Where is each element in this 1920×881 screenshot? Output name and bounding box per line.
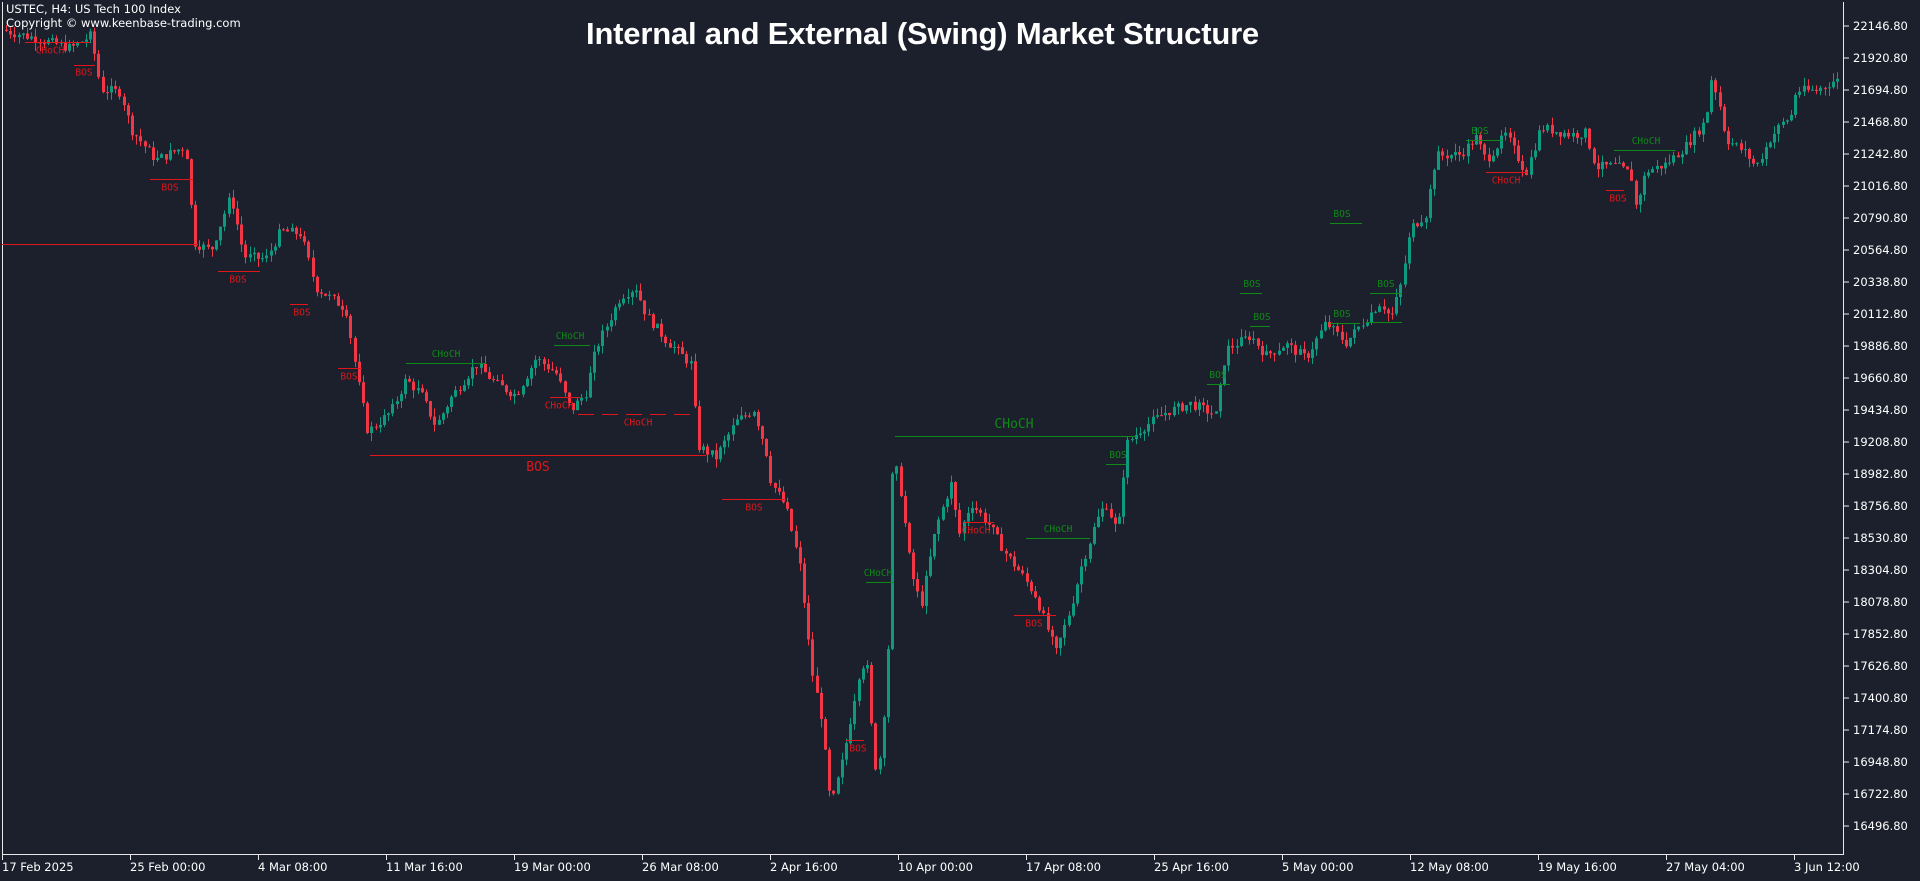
- bos-label: BOS: [161, 183, 178, 194]
- bos-label: BOS: [745, 503, 762, 514]
- price-tick-label: 17400.80: [1853, 691, 1908, 705]
- chart-title: Internal and External (Swing) Market Str…: [586, 16, 1259, 51]
- price-tick-label: 17852.80: [1853, 627, 1908, 641]
- time-tick-label: 27 May 04:00: [1666, 860, 1745, 874]
- bos-label: BOS: [75, 68, 92, 79]
- bos-label: BOS: [1333, 209, 1350, 220]
- plot-area[interactable]: [2, 2, 1844, 855]
- choch-label: CHoCH: [432, 349, 461, 360]
- bos-label: BOS: [229, 275, 246, 286]
- choch-label: CHoCH: [545, 401, 574, 412]
- price-tick-label: 21016.80: [1853, 179, 1908, 193]
- choch-label: CHoCH: [962, 526, 991, 537]
- time-tick-label: 3 Jun 12:00: [1794, 860, 1860, 874]
- time-tick-label: 26 Mar 08:00: [642, 860, 719, 874]
- time-tick-label: 25 Feb 00:00: [130, 860, 206, 874]
- price-tick-label: 19208.80: [1853, 435, 1908, 449]
- time-tick-label: 17 Feb 2025: [2, 860, 74, 874]
- price-tick-label: 18078.80: [1853, 595, 1908, 609]
- bos-label: BOS: [1209, 370, 1226, 381]
- price-tick-label: 16722.80: [1853, 787, 1908, 801]
- bos-label: BOS: [1109, 450, 1126, 461]
- choch-label: CHoCH: [624, 418, 653, 429]
- bos-label: BOS: [1471, 126, 1488, 137]
- choch-label: CHoCH: [36, 46, 65, 57]
- time-tick-label: 19 May 16:00: [1538, 860, 1617, 874]
- time-tick-label: 2 Apr 16:00: [770, 860, 838, 874]
- bos-label: BOS: [1377, 279, 1394, 290]
- price-tick-label: 20564.80: [1853, 243, 1908, 257]
- price-tick-label: 20790.80: [1853, 211, 1908, 225]
- bos-label: BOS: [1253, 312, 1270, 323]
- price-tick-label: 17174.80: [1853, 723, 1908, 737]
- price-tick-label: 19660.80: [1853, 371, 1908, 385]
- price-tick-label: 18530.80: [1853, 531, 1908, 545]
- time-tick-label: 25 Apr 16:00: [1154, 860, 1229, 874]
- bos-label: BOS: [849, 744, 866, 755]
- time-tick-label: 11 Mar 16:00: [386, 860, 463, 874]
- time-tick-label: 5 May 00:00: [1282, 860, 1354, 874]
- time-tick-label: 17 Apr 08:00: [1026, 860, 1101, 874]
- symbol-info: USTEC, H4: US Tech 100 Index Copyright ©…: [6, 2, 241, 30]
- structure-annotations: CHoCH BOS BOS BOS BOS BOS CHoCH CHoCH CHoCH CHoCH…: [2, 42, 1676, 755]
- price-tick-label: 19434.80: [1853, 403, 1908, 417]
- symbol-line: USTEC, H4: US Tech 100 Index: [6, 2, 181, 16]
- price-tick-label: 16948.80: [1853, 755, 1908, 769]
- price-tick-label: 21242.80: [1853, 147, 1908, 161]
- price-tick-label: 20338.80: [1853, 275, 1908, 289]
- bos-label: BOS: [1333, 309, 1350, 320]
- time-tick-label: 19 Mar 00:00: [514, 860, 591, 874]
- choch-label: CHoCH: [864, 568, 893, 579]
- time-tick-label: 10 Apr 00:00: [898, 860, 973, 874]
- price-tick-label: 22146.80: [1853, 19, 1908, 33]
- bos-label: BOS: [340, 372, 357, 383]
- choch-label: CHoCH: [1632, 136, 1661, 147]
- copyright-text: Copyright © www.keenbase-trading.com: [6, 16, 241, 30]
- price-tick-label: 16496.80: [1853, 819, 1908, 833]
- price-tick-label: 21468.80: [1853, 115, 1908, 129]
- price-tick-label: 20112.80: [1853, 307, 1908, 321]
- price-tick-label: 21920.80: [1853, 51, 1908, 65]
- price-tick-label: 19886.80: [1853, 339, 1908, 353]
- time-tick-label: 4 Mar 08:00: [258, 860, 328, 874]
- choch-label: CHoCH: [556, 331, 585, 342]
- bos-label: BOS: [293, 308, 310, 319]
- price-tick-label: 18756.80: [1853, 499, 1908, 513]
- choch-label: CHoCH: [1492, 176, 1521, 187]
- price-tick-label: 18982.80: [1853, 467, 1908, 481]
- price-tick-label: 18304.80: [1853, 563, 1908, 577]
- choch-label: CHoCH: [1044, 524, 1073, 535]
- bos-label: BOS: [526, 460, 549, 475]
- price-tick-label: 17626.80: [1853, 659, 1908, 673]
- candles: [5, 25, 1839, 797]
- bos-label: BOS: [1025, 619, 1042, 630]
- choch-label: CHoCH: [994, 417, 1033, 432]
- price-tick-label: 21694.80: [1853, 83, 1908, 97]
- bos-label: BOS: [1243, 279, 1260, 290]
- time-tick-label: 12 May 08:00: [1410, 860, 1489, 874]
- bos-label: BOS: [1609, 194, 1626, 205]
